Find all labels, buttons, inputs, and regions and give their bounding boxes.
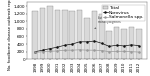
Bar [106, 31, 112, 59]
Bar [92, 11, 97, 59]
Y-axis label: No. foodborne disease outbreak reports: No. foodborne disease outbreak reports [8, 0, 12, 70]
Bar [121, 29, 127, 59]
Bar [32, 11, 38, 59]
Bar [55, 10, 60, 59]
Bar [62, 10, 68, 59]
Bar [47, 6, 53, 59]
Bar [69, 11, 75, 59]
Bar [136, 29, 142, 59]
Text: Listeria
monocytogenes: Listeria monocytogenes [95, 16, 122, 29]
Bar [40, 8, 45, 59]
Bar [77, 10, 82, 59]
Bar [84, 18, 90, 59]
Bar [99, 14, 105, 59]
Legend: Total, Norovirus, Salmonella spp.: Total, Norovirus, Salmonella spp. [102, 4, 145, 21]
Bar [114, 27, 119, 59]
Bar [129, 27, 134, 59]
